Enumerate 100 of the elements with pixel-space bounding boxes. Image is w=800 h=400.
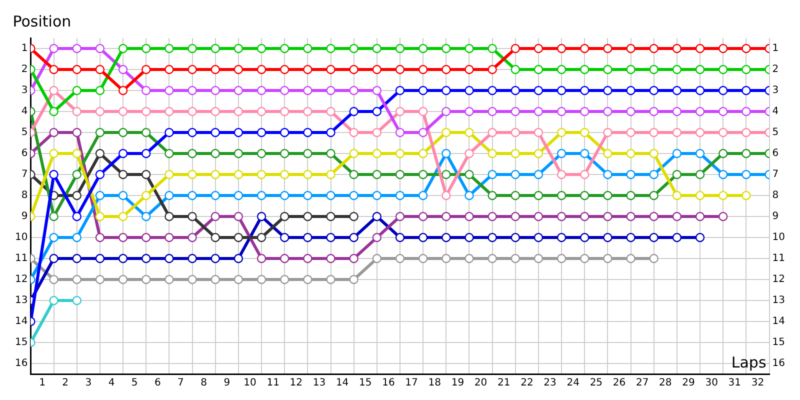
point (210, 212, 220, 222)
point (580, 148, 590, 158)
y-tick-label: 13 (14, 295, 28, 306)
point (234, 274, 244, 284)
point (649, 212, 658, 222)
point (49, 86, 58, 96)
point (580, 64, 590, 74)
point (418, 170, 428, 180)
x-tick-label: 26 (612, 378, 626, 389)
point (188, 64, 197, 74)
point (442, 190, 451, 200)
point (603, 190, 612, 200)
point (464, 86, 474, 96)
x-tick-label: 19 (451, 378, 464, 389)
point (142, 254, 151, 264)
point (95, 274, 105, 284)
point (164, 106, 174, 116)
point (280, 44, 290, 54)
x-tick-label: 18 (428, 378, 441, 389)
x-tick-label: 21 (497, 378, 510, 389)
point (718, 64, 728, 74)
point (626, 190, 636, 200)
point (626, 44, 636, 54)
point (188, 44, 197, 54)
point (95, 232, 105, 242)
point (210, 232, 220, 242)
point (695, 64, 705, 74)
point (280, 148, 290, 158)
point (72, 212, 82, 222)
point (603, 44, 612, 54)
y2-tick-label: 12 (772, 274, 786, 286)
point (649, 232, 658, 242)
point (349, 232, 358, 242)
point (510, 148, 520, 158)
y2-tick-label: 7 (772, 169, 779, 180)
point (510, 128, 520, 138)
point (580, 190, 590, 200)
point (118, 128, 128, 138)
point (395, 190, 405, 200)
point (695, 170, 705, 180)
point (142, 190, 151, 200)
point (72, 106, 82, 116)
point (718, 148, 728, 158)
point (280, 254, 290, 264)
point (280, 128, 290, 138)
point (672, 44, 682, 54)
point (49, 44, 58, 54)
point (303, 148, 312, 158)
point (488, 148, 497, 158)
point (418, 106, 428, 116)
point (256, 170, 266, 180)
point (372, 170, 382, 180)
point (164, 44, 174, 54)
point (418, 212, 428, 222)
point (603, 106, 612, 116)
point (118, 44, 128, 54)
point (118, 148, 128, 158)
point (188, 190, 197, 200)
point (280, 170, 290, 180)
point (464, 190, 474, 200)
point (49, 106, 58, 116)
point (188, 212, 197, 222)
point (556, 128, 566, 138)
point (695, 212, 705, 222)
point (188, 106, 197, 116)
point (418, 232, 428, 242)
point (72, 44, 82, 54)
x-tick-label: 11 (266, 378, 280, 389)
point (603, 254, 612, 264)
point (672, 190, 682, 200)
point (280, 190, 290, 200)
point (580, 128, 590, 138)
point (626, 254, 636, 264)
point (164, 212, 174, 222)
point (510, 64, 520, 74)
point (95, 128, 105, 138)
point (234, 232, 244, 242)
y2-tick-label: 8 (772, 190, 779, 202)
point (72, 190, 82, 200)
point (742, 64, 751, 74)
point (95, 106, 105, 116)
point (72, 254, 82, 264)
point (234, 190, 244, 200)
point (164, 128, 174, 138)
point (395, 170, 405, 180)
point (326, 86, 336, 96)
point (626, 232, 636, 242)
point (534, 86, 544, 96)
x-tick-label: 7 (178, 378, 184, 389)
y2-tick-label: 5 (772, 127, 779, 138)
point (142, 106, 151, 116)
point (718, 128, 728, 138)
point (118, 212, 128, 222)
point (95, 170, 105, 180)
x-tick-label: 2 (62, 378, 69, 389)
point (510, 86, 520, 96)
point (326, 212, 336, 222)
point (49, 232, 58, 242)
x-tick-label: 32 (751, 378, 764, 389)
point (280, 232, 290, 242)
